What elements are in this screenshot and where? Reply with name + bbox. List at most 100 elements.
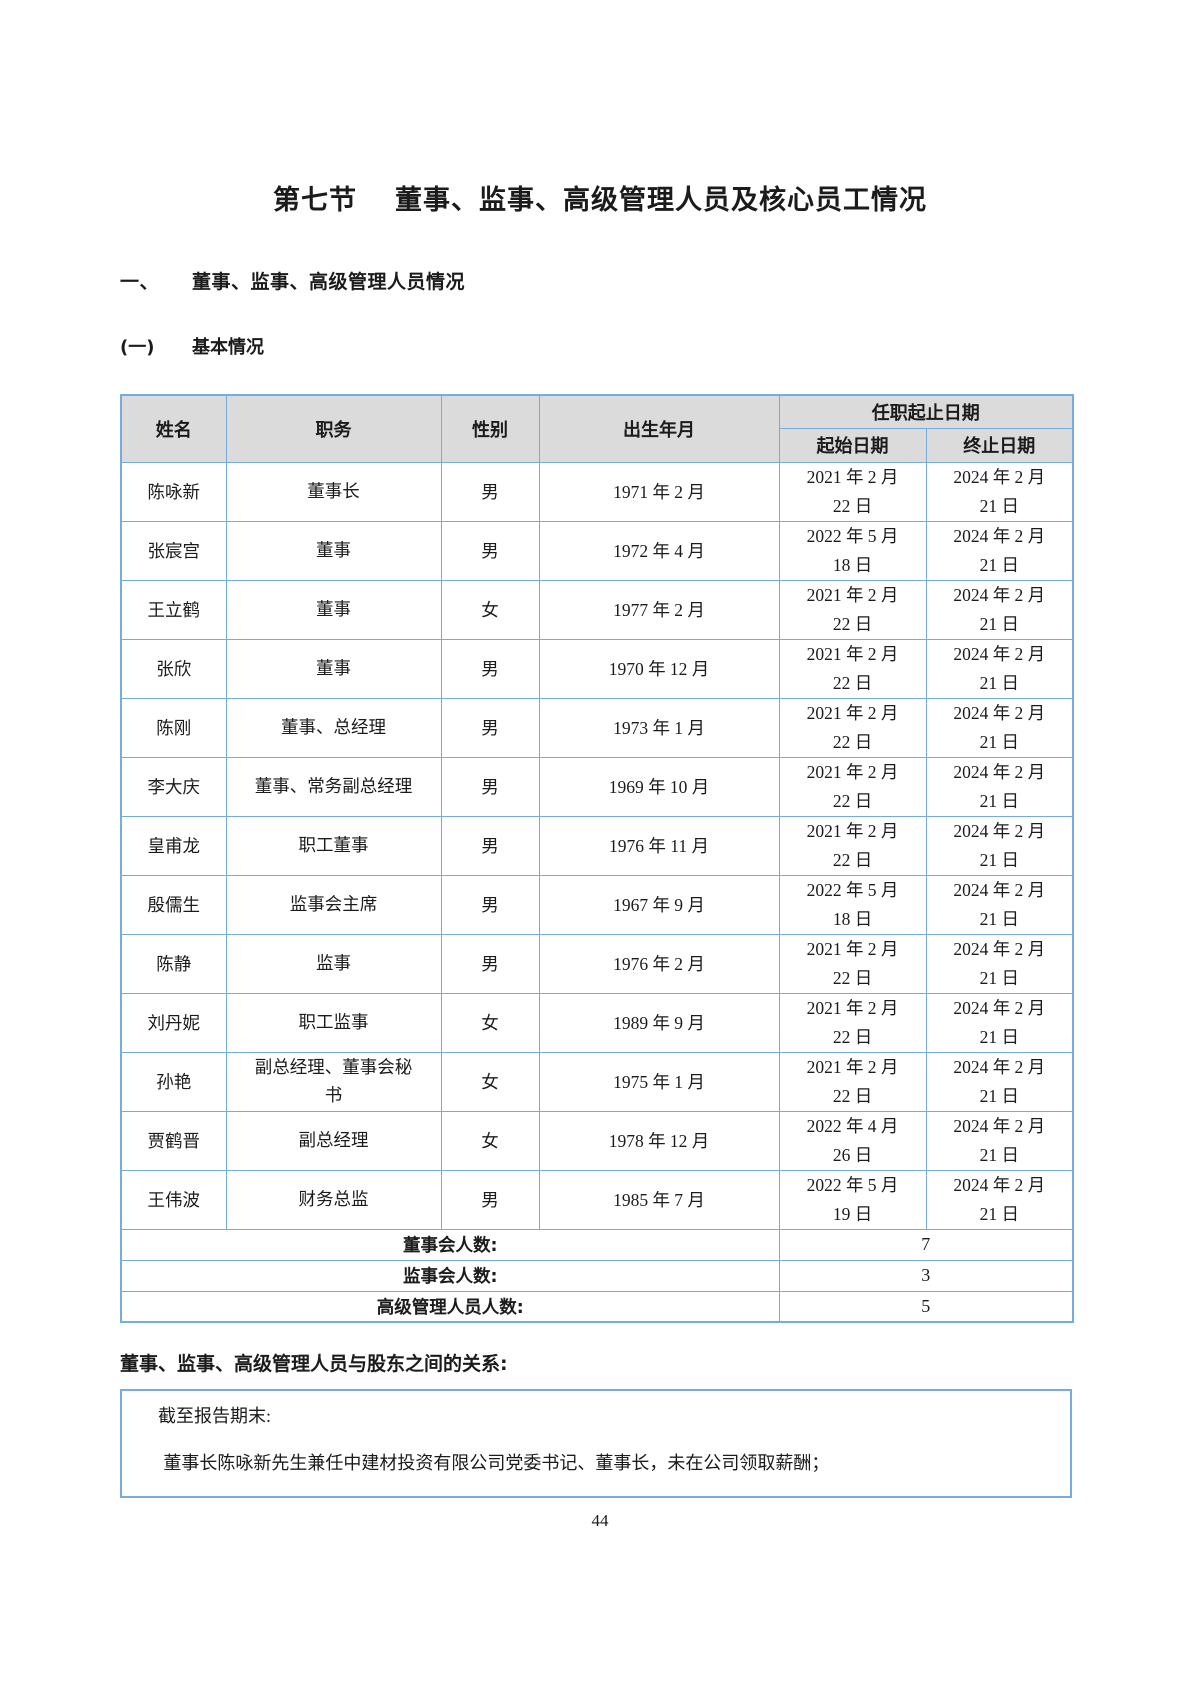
person-name: 刘丹妮 xyxy=(147,1013,201,1033)
table-body: 陈咏新 董事长 男 1971 年 2 月 2021 年 2 月 22 日 202… xyxy=(120,461,1074,1323)
person-name: 李大庆 xyxy=(147,777,201,797)
person-position: 董事、常务副总经理 xyxy=(254,775,413,796)
person-birth: 1969 年 10 月 xyxy=(608,777,710,797)
birth-cell: 1970 年 12 月 xyxy=(538,638,780,699)
person-position: 董事 xyxy=(316,539,351,560)
person-birth: 1967 年 9 月 xyxy=(613,895,705,915)
position-cell: 监事会主席 xyxy=(225,874,442,935)
position-cell: 职工董事 xyxy=(225,815,442,876)
term-start-line-2: 22 日 xyxy=(832,849,873,870)
person-position: 监事 xyxy=(316,952,351,973)
term-end-line-2: 21 日 xyxy=(979,731,1019,752)
person-gender: 男 xyxy=(481,1190,499,1210)
term-start-cell: 2022 年 5 月 18 日 xyxy=(778,520,927,581)
name-cell: 殷儒生 xyxy=(120,874,227,935)
table-row: 陈刚 董事、总经理 男 1973 年 1 月 2021 年 2 月 22 日 2… xyxy=(120,697,1074,758)
term-start-line-1: 2021 年 2 月 xyxy=(806,762,899,783)
person-name: 张宸宫 xyxy=(147,541,201,561)
col-header-gender: 性别 xyxy=(440,394,540,463)
birth-cell: 1971 年 2 月 xyxy=(538,461,780,522)
person-position: 职工监事 xyxy=(298,1011,369,1032)
summary-value: 5 xyxy=(778,1290,1074,1323)
term-start-line-1: 2022 年 5 月 xyxy=(806,526,899,547)
gender-cell: 男 xyxy=(440,815,540,876)
term-end-line-1: 2024 年 2 月 xyxy=(953,939,1046,960)
person-gender: 女 xyxy=(481,1072,499,1092)
summary-row: 董事会人数: 7 xyxy=(120,1228,1074,1261)
gender-cell: 男 xyxy=(440,874,540,935)
position-cell: 董事 xyxy=(225,638,442,699)
document-page: 第七节 董事、监事、高级管理人员及核心员工情况 一、 董事、监事、高级管理人员情况 … xyxy=(120,185,1074,1530)
term-end-line-2: 21 日 xyxy=(979,672,1019,693)
term-end-line-2: 21 日 xyxy=(979,495,1019,516)
birth-cell: 1967 年 9 月 xyxy=(538,874,780,935)
person-birth: 1975 年 1 月 xyxy=(613,1072,705,1092)
name-cell: 孙艳 xyxy=(120,1051,227,1112)
term-end-cell: 2024 年 2 月 21 日 xyxy=(925,520,1074,581)
table-row: 刘丹妮 职工监事 女 1989 年 9 月 2021 年 2 月 22 日 20… xyxy=(120,992,1074,1053)
header-row-2: 起始日期 终止日期 xyxy=(121,427,1074,463)
person-gender: 男 xyxy=(481,482,499,502)
term-end-cell: 2024 年 2 月 21 日 xyxy=(925,933,1074,994)
name-cell: 陈咏新 xyxy=(120,461,227,522)
header-row-1: 姓名 职务 性别 出生年月 任职起止日期 xyxy=(120,394,1074,463)
person-name: 王伟波 xyxy=(147,1190,201,1210)
table-row: 殷儒生 监事会主席 男 1967 年 9 月 2022 年 5 月 18 日 2… xyxy=(120,874,1074,935)
table-row: 陈静 监事 男 1976 年 2 月 2021 年 2 月 22 日 2024 … xyxy=(120,933,1074,994)
term-end-line-1: 2024 年 2 月 xyxy=(953,703,1046,724)
term-end-line-1: 2024 年 2 月 xyxy=(953,585,1046,606)
person-birth: 1970 年 12 月 xyxy=(608,659,710,679)
summary-row: 监事会人数: 3 xyxy=(120,1259,1074,1292)
term-end-line-2: 21 日 xyxy=(979,849,1019,870)
summary-value: 7 xyxy=(778,1228,1074,1261)
gender-cell: 男 xyxy=(440,756,540,817)
term-start-line-2: 22 日 xyxy=(832,1026,873,1047)
term-start-line-1: 2022 年 5 月 xyxy=(806,880,899,901)
page-title-text: 董事、监事、高级管理人员及核心员工情况 xyxy=(395,185,927,216)
subsection-text: 基本情况 xyxy=(192,337,264,358)
person-birth: 1977 年 2 月 xyxy=(613,600,705,620)
person-birth: 1976 年 11 月 xyxy=(609,836,709,856)
term-end-cell: 2024 年 2 月 21 日 xyxy=(925,1110,1074,1171)
note-line-1: 截至报告期末: xyxy=(158,1406,272,1426)
term-start-line-1: 2021 年 2 月 xyxy=(806,821,899,842)
term-end-line-1: 2024 年 2 月 xyxy=(953,880,1046,901)
term-end-line-2: 21 日 xyxy=(979,1085,1019,1106)
gender-cell: 男 xyxy=(440,1169,540,1230)
term-end-line-1: 2024 年 2 月 xyxy=(953,762,1046,783)
term-start-line-1: 2022 年 4 月 xyxy=(806,1116,899,1137)
term-start-line-2: 18 日 xyxy=(832,908,873,929)
person-birth: 1976 年 2 月 xyxy=(613,954,705,974)
term-start-line-2: 22 日 xyxy=(832,613,873,634)
person-gender: 女 xyxy=(481,1013,499,1033)
section-number: 一、 xyxy=(120,271,160,293)
position-cell: 监事 xyxy=(225,933,442,994)
relationship-heading: 董事、监事、高级管理人员与股东之间的关系: xyxy=(120,1353,508,1375)
person-position: 副总经理 xyxy=(298,1129,369,1150)
term-start-cell: 2021 年 2 月 22 日 xyxy=(778,933,927,994)
summary-label: 董事会人数: xyxy=(120,1228,780,1261)
position-cell: 董事、总经理 xyxy=(225,697,442,758)
birth-cell: 1972 年 4 月 xyxy=(538,520,780,581)
position-cell: 董事、常务副总经理 xyxy=(225,756,442,817)
col-header-name: 姓名 xyxy=(120,394,227,463)
term-start-line-2: 22 日 xyxy=(832,1085,873,1106)
gender-cell: 男 xyxy=(440,933,540,994)
name-cell: 张欣 xyxy=(120,638,227,699)
term-end-line-1: 2024 年 2 月 xyxy=(953,1057,1046,1078)
birth-cell: 1969 年 10 月 xyxy=(538,756,780,817)
term-end-line-1: 2024 年 2 月 xyxy=(953,526,1046,547)
term-start-line-2: 18 日 xyxy=(832,554,873,575)
person-name: 殷儒生 xyxy=(147,895,201,915)
person-gender: 男 xyxy=(481,777,499,797)
person-position: 财务总监 xyxy=(298,1188,369,1209)
term-start-line-2: 19 日 xyxy=(832,1203,873,1224)
summary-label: 高级管理人员人数: xyxy=(120,1290,780,1323)
term-end-cell: 2024 年 2 月 21 日 xyxy=(925,579,1074,640)
person-gender: 女 xyxy=(481,1131,499,1151)
person-position: 副总经理、董事会秘书 xyxy=(254,1057,413,1105)
person-name: 贾鹤晋 xyxy=(147,1131,201,1151)
term-start-line-2: 22 日 xyxy=(832,495,873,516)
term-start-cell: 2022 年 4 月 26 日 xyxy=(778,1110,927,1171)
term-start-cell: 2021 年 2 月 22 日 xyxy=(778,638,927,699)
